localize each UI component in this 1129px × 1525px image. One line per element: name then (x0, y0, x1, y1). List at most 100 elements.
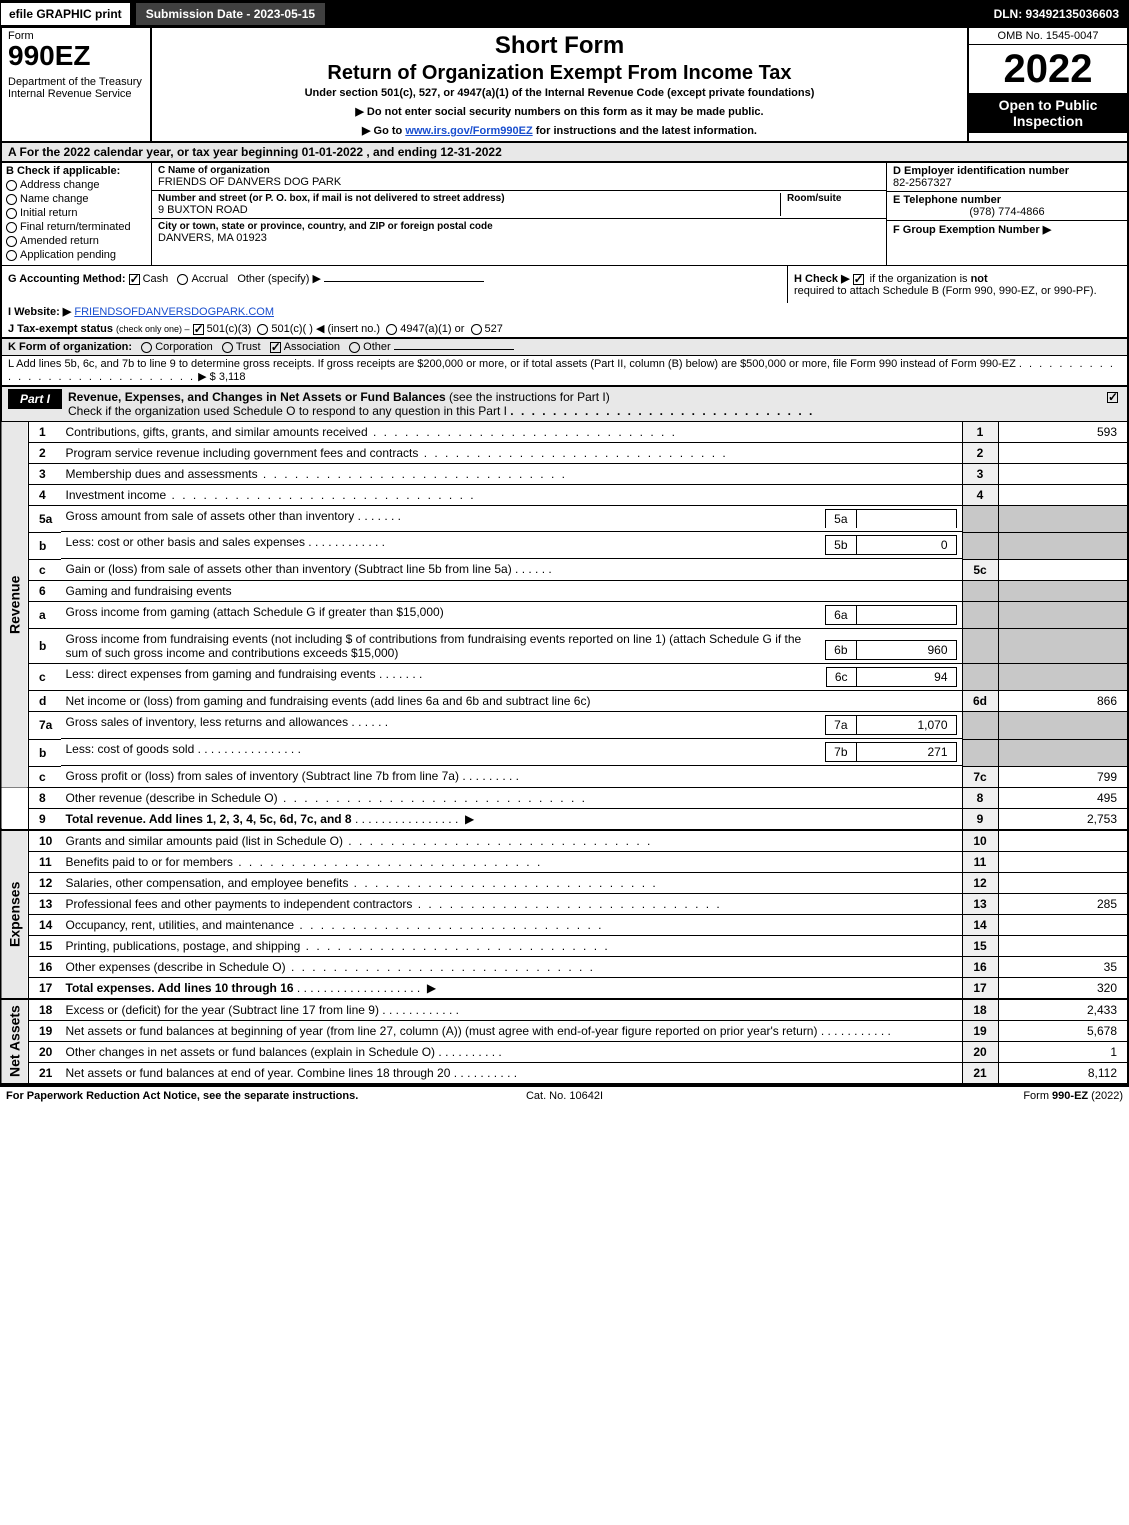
form-ref: Form 990-EZ (2022) (751, 1090, 1123, 1102)
street: 9 BUXTON ROAD (158, 204, 780, 216)
chk-amended-return[interactable]: Amended return (6, 235, 147, 247)
line-17: 17Total expenses. Add lines 10 through 1… (1, 977, 1128, 999)
room-label: Room/suite (787, 193, 880, 204)
col-b-header: B Check if applicable: (6, 165, 147, 177)
line-7a: 7aGross sales of inventory, less returns… (1, 712, 1128, 740)
city-label: City or town, state or province, country… (158, 221, 880, 232)
tel-label: E Telephone number (893, 194, 1121, 206)
form-header-right: OMB No. 1545-0047 2022 Open to Public In… (967, 28, 1127, 141)
chk-527[interactable] (471, 324, 482, 335)
line-12: 12Salaries, other compensation, and empl… (1, 872, 1128, 893)
accounting-method: G Accounting Method: Cash Accrual Other … (2, 266, 787, 303)
ein: 82-2567327 (893, 177, 1121, 189)
line-13: 13Professional fees and other payments t… (1, 893, 1128, 914)
schedule-b-check: H Check ▶ if the organization is not req… (787, 266, 1127, 303)
efile-label: efile GRAPHIC print (0, 2, 131, 26)
side-netassets: Net Assets (1, 999, 29, 1084)
side-revenue: Revenue (1, 422, 29, 787)
subtitle: Under section 501(c), 527, or 4947(a)(1)… (160, 87, 959, 99)
tax-year: 2022 (969, 45, 1127, 93)
part1-title: Revenue, Expenses, and Changes in Net As… (68, 390, 446, 404)
line-6d: dNet income or (loss) from gaming and fu… (1, 691, 1128, 712)
chk-address-change[interactable]: Address change (6, 179, 147, 191)
side-expenses: Expenses (1, 830, 29, 999)
line-5b: bLess: cost or other basis and sales exp… (1, 532, 1128, 559)
line-2: 2Program service revenue including gover… (1, 443, 1128, 464)
line-6: 6Gaming and fundraising events (1, 580, 1128, 601)
form-header-center: Short Form Return of Organization Exempt… (152, 28, 967, 141)
website-link[interactable]: FRIENDSOFDANVERSDOGPARK.COM (74, 306, 274, 318)
line-5c: cGain or (loss) from sale of assets othe… (1, 559, 1128, 580)
irs-link[interactable]: www.irs.gov/Form990EZ (405, 125, 532, 137)
open-public: Open to Public Inspection (969, 93, 1127, 133)
chk-accrual[interactable] (177, 274, 188, 285)
line-6b: bGross income from fundraising events (n… (1, 629, 1128, 664)
line-8: 8Other revenue (describe in Schedule O)8… (1, 787, 1128, 808)
org-name: FRIENDS OF DANVERS DOG PARK (158, 176, 880, 188)
cat-no: Cat. No. 10642I (378, 1090, 750, 1102)
org-name-label: C Name of organization (158, 165, 880, 176)
part1-tab: Part I (8, 389, 62, 409)
line-5a: 5aGross amount from sale of assets other… (1, 506, 1128, 533)
part1-table: Revenue 1Contributions, gifts, grants, a… (0, 422, 1129, 1085)
gross-receipts: ▶ $ 3,118 (198, 371, 245, 383)
line-4: 4Investment income4 (1, 485, 1128, 506)
form-number: 990EZ (8, 42, 144, 70)
chk-other-org[interactable] (349, 342, 360, 353)
part1-header: Part I Revenue, Expenses, and Changes in… (0, 387, 1129, 422)
chk-trust[interactable] (222, 342, 233, 353)
line-18: Net Assets 18Excess or (deficit) for the… (1, 999, 1128, 1021)
col-c: C Name of organization FRIENDS OF DANVER… (152, 163, 887, 265)
row-j: J Tax-exempt status (check only one) – 5… (0, 320, 1129, 338)
form-header-left: Form 990EZ Department of the Treasury In… (2, 28, 152, 141)
part1-check-text: Check if the organization used Schedule … (68, 404, 507, 418)
paperwork-notice: For Paperwork Reduction Act Notice, see … (6, 1090, 378, 1102)
line-19: 19Net assets or fund balances at beginni… (1, 1020, 1128, 1041)
line-20: 20Other changes in net assets or fund ba… (1, 1041, 1128, 1062)
group-exemption-label: F Group Exemption Number ▶ (893, 223, 1121, 236)
chk-501c3[interactable] (193, 324, 204, 335)
omb-number: OMB No. 1545-0047 (969, 28, 1127, 45)
line-10: Expenses 10Grants and similar amounts pa… (1, 830, 1128, 852)
col-d: D Employer identification number 82-2567… (887, 163, 1127, 265)
dln: DLN: 93492135036603 (984, 3, 1129, 25)
line-7c: cGross profit or (loss) from sales of in… (1, 766, 1128, 787)
title-return: Return of Organization Exempt From Incom… (160, 62, 959, 85)
ein-label: D Employer identification number (893, 165, 1121, 177)
chk-application-pending[interactable]: Application pending (6, 249, 147, 261)
instr-goto: ▶ Go to www.irs.gov/Form990EZ for instru… (160, 124, 959, 137)
chk-corporation[interactable] (141, 342, 152, 353)
line-3: 3Membership dues and assessments3 (1, 464, 1128, 485)
chk-501c[interactable] (257, 324, 268, 335)
line-14: 14Occupancy, rent, utilities, and mainte… (1, 914, 1128, 935)
chk-schedule-b[interactable] (853, 274, 864, 285)
line-21: 21Net assets or fund balances at end of … (1, 1062, 1128, 1084)
row-gh: G Accounting Method: Cash Accrual Other … (0, 265, 1129, 303)
line-7b: bLess: cost of goods sold . . . . . . . … (1, 739, 1128, 766)
section-bcd: B Check if applicable: Address change Na… (0, 163, 1129, 265)
line-15: 15Printing, publications, postage, and s… (1, 935, 1128, 956)
chk-final-return[interactable]: Final return/terminated (6, 221, 147, 233)
city: DANVERS, MA 01923 (158, 232, 880, 244)
line-1: Revenue 1Contributions, gifts, grants, a… (1, 422, 1128, 443)
line-16: 16Other expenses (describe in Schedule O… (1, 956, 1128, 977)
chk-association[interactable] (270, 342, 281, 353)
section-a: A For the 2022 calendar year, or tax yea… (0, 143, 1129, 163)
title-short-form: Short Form (160, 32, 959, 60)
street-label: Number and street (or P. O. box, if mail… (158, 193, 780, 204)
chk-schedule-o[interactable] (1107, 392, 1118, 403)
line-6a: aGross income from gaming (attach Schedu… (1, 601, 1128, 629)
row-l: L Add lines 5b, 6c, and 7b to line 9 to … (0, 356, 1129, 387)
line-6c: cLess: direct expenses from gaming and f… (1, 664, 1128, 691)
chk-4947[interactable] (386, 324, 397, 335)
top-bar: efile GRAPHIC print Submission Date - 20… (0, 0, 1129, 28)
row-i: I Website: ▶ FRIENDSOFDANVERSDOGPARK.COM (0, 303, 1129, 320)
form-header: Form 990EZ Department of the Treasury In… (0, 28, 1129, 143)
col-b: B Check if applicable: Address change Na… (2, 163, 152, 265)
line-9: 9Total revenue. Add lines 1, 2, 3, 4, 5c… (1, 808, 1128, 830)
chk-initial-return[interactable]: Initial return (6, 207, 147, 219)
chk-cash[interactable] (129, 274, 140, 285)
dept-treasury: Department of the Treasury Internal Reve… (8, 76, 144, 100)
chk-name-change[interactable]: Name change (6, 193, 147, 205)
line-11: 11Benefits paid to or for members11 (1, 851, 1128, 872)
